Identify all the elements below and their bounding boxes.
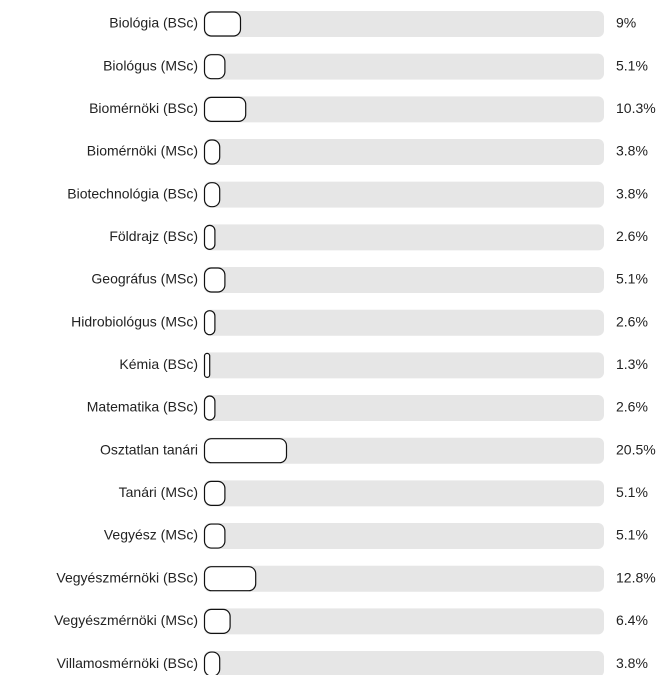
bar	[203, 608, 231, 634]
bar-track	[204, 651, 604, 675]
value-label: 5.1%	[616, 527, 648, 543]
value-label: 2.6%	[616, 313, 648, 329]
category-label: Biotechnológia (BSc)	[67, 185, 198, 201]
bar-track	[204, 96, 604, 123]
bar	[203, 139, 221, 165]
category-label: Villamosmérnöki (BSc)	[57, 655, 198, 671]
category-label: Vegyészmérnöki (MSc)	[54, 612, 198, 628]
bar	[203, 395, 216, 421]
bar	[203, 480, 226, 506]
value-label: 20.5%	[616, 441, 656, 457]
value-label: 5.1%	[616, 484, 648, 500]
value-label: 2.6%	[616, 399, 648, 415]
category-label: Hidrobiológus (MSc)	[71, 313, 198, 329]
category-label: Tanári (MSc)	[119, 484, 198, 500]
category-label: Biomérnöki (BSc)	[89, 100, 198, 116]
value-label: 5.1%	[616, 271, 648, 287]
bar-track	[204, 523, 604, 550]
bar-track	[204, 181, 604, 208]
bar	[203, 352, 211, 378]
bar-track	[204, 395, 604, 422]
bar	[203, 224, 216, 250]
bar-track	[204, 480, 604, 507]
bar	[203, 96, 247, 122]
category-label: Vegyész (MSc)	[104, 527, 198, 543]
category-label: Biomérnöki (MSc)	[87, 143, 198, 159]
bar-track	[204, 224, 604, 251]
value-label: 2.6%	[616, 228, 648, 244]
bar-track	[204, 352, 604, 379]
category-label: Kémia (BSc)	[119, 356, 198, 372]
bar-track	[204, 267, 604, 294]
bar	[203, 310, 216, 336]
bar	[203, 182, 221, 208]
value-label: 10.3%	[616, 100, 656, 116]
bar	[203, 54, 226, 80]
value-label: 3.8%	[616, 143, 648, 159]
category-label: Vegyészmérnöki (BSc)	[56, 569, 198, 585]
bar	[203, 267, 226, 293]
value-label: 6.4%	[616, 612, 648, 628]
bar	[203, 11, 242, 37]
value-label: 3.8%	[616, 185, 648, 201]
category-label: Földrajz (BSc)	[109, 228, 198, 244]
bar-track	[204, 565, 604, 592]
bar	[203, 651, 221, 675]
bar-track	[204, 53, 604, 80]
category-label: Osztatlan tanári	[100, 441, 198, 457]
bar-track	[204, 437, 604, 464]
bar	[203, 523, 226, 549]
category-label: Geográfus (MSc)	[91, 271, 198, 287]
bar-track	[204, 11, 604, 37]
category-label: Biológia (BSc)	[109, 15, 198, 31]
value-label: 3.8%	[616, 655, 648, 671]
bar	[203, 566, 257, 592]
bar	[203, 438, 288, 464]
bar-track	[204, 309, 604, 336]
value-label: 5.1%	[616, 57, 648, 73]
value-label: 9%	[616, 15, 636, 31]
value-label: 1.3%	[616, 356, 648, 372]
bar-track	[204, 608, 604, 635]
category-label: Biológus (MSc)	[103, 57, 198, 73]
value-label: 12.8%	[616, 569, 656, 585]
category-label: Matematika (BSc)	[87, 399, 198, 415]
bar-track	[204, 139, 604, 166]
